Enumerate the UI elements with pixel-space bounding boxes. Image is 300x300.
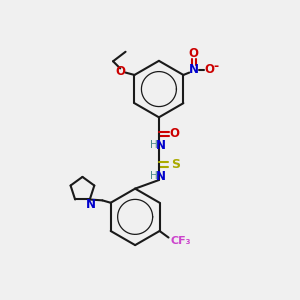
- Text: N: N: [156, 170, 166, 183]
- Text: H: H: [150, 171, 158, 181]
- Text: O: O: [189, 47, 199, 60]
- Text: -: -: [214, 59, 219, 73]
- Text: N: N: [189, 63, 199, 76]
- Text: O: O: [205, 63, 214, 76]
- Text: N: N: [86, 198, 96, 211]
- Text: H: H: [150, 140, 158, 150]
- Text: S: S: [171, 158, 180, 171]
- Text: O: O: [170, 127, 180, 140]
- Text: CF₃: CF₃: [170, 236, 190, 246]
- Text: O: O: [115, 65, 125, 79]
- Text: N: N: [156, 139, 166, 152]
